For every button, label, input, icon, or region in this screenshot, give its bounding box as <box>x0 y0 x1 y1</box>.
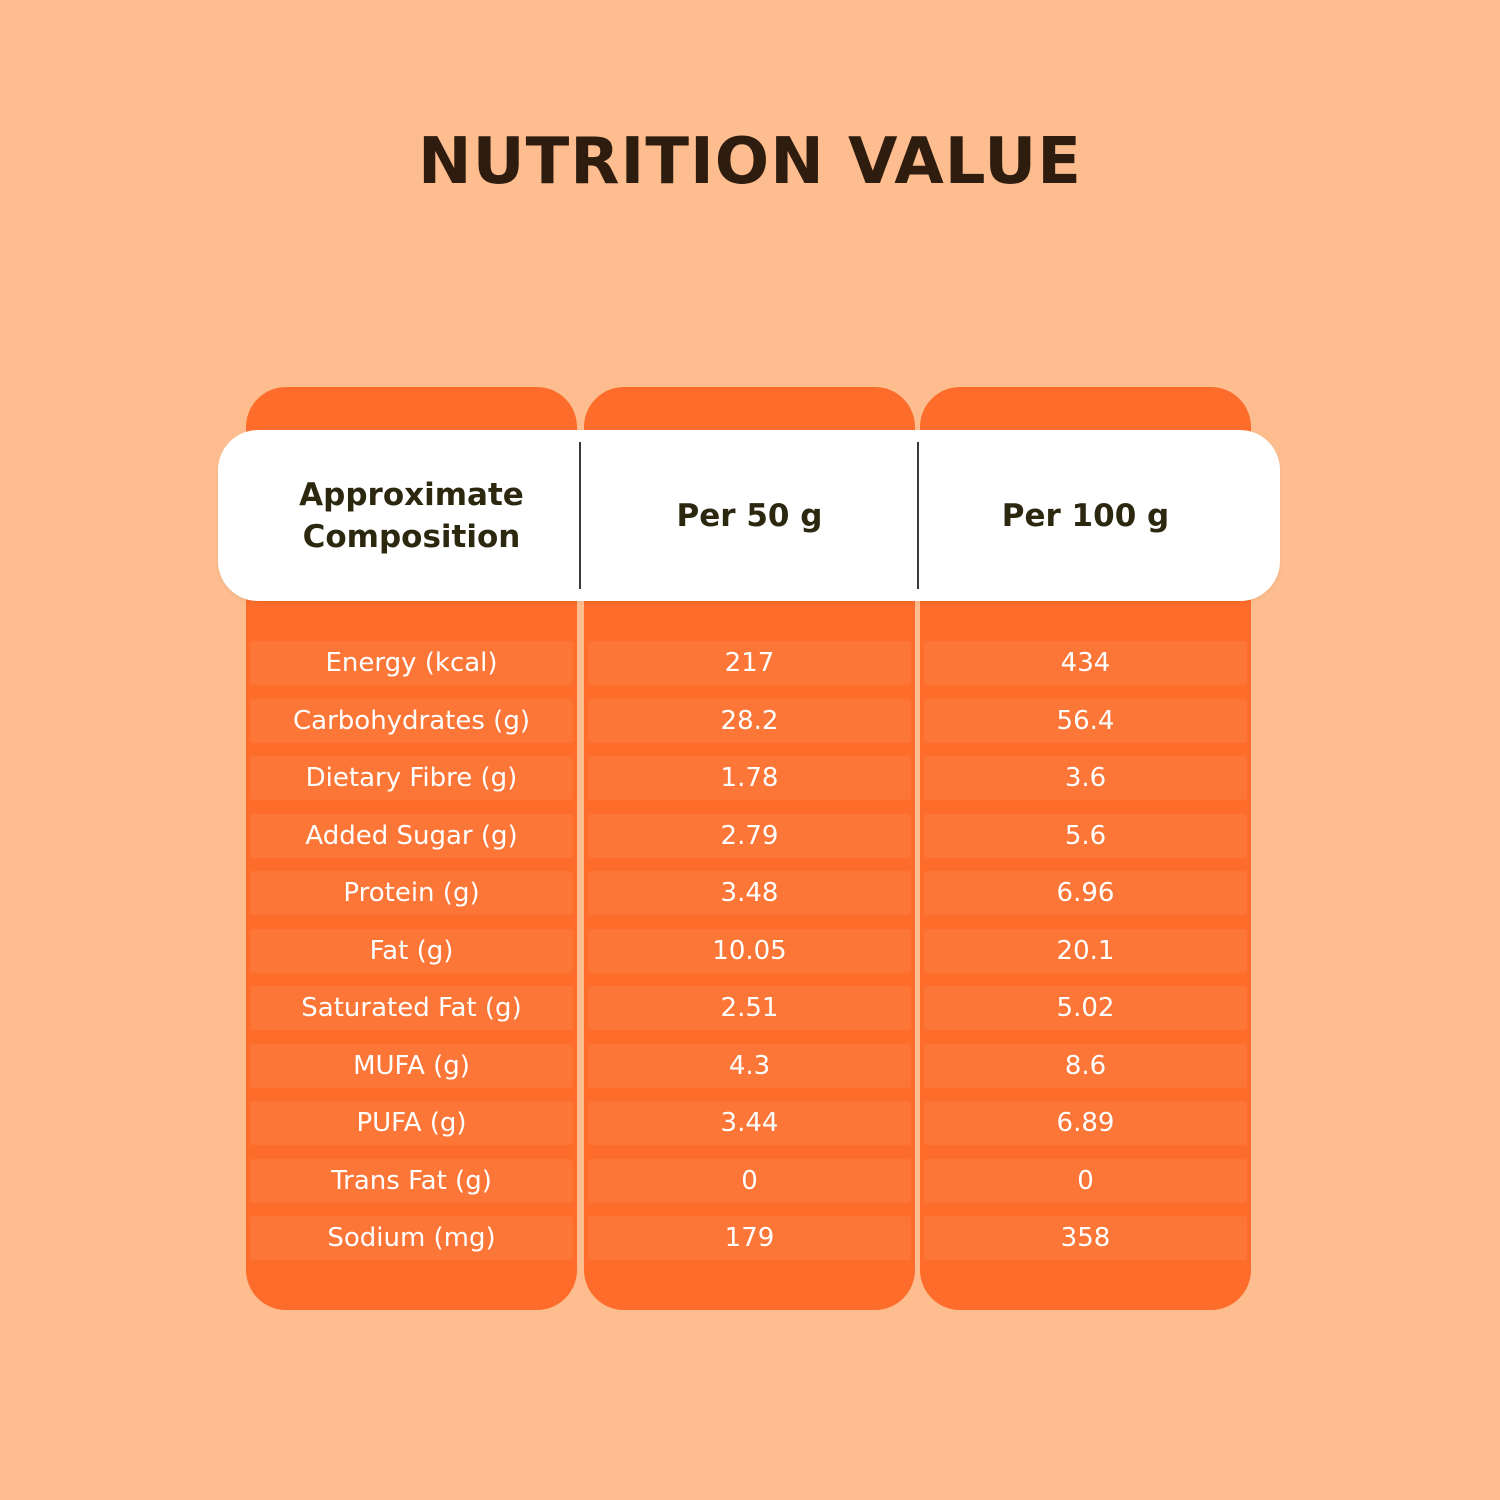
per-100g-value: 5.02 <box>1056 993 1115 1023</box>
nutrient-label: Carbohydrates (g) <box>293 705 530 736</box>
header-per-50g-label: Per 50 g <box>676 497 823 534</box>
row-band <box>250 871 573 915</box>
row-band <box>588 756 911 800</box>
per-100g-value: 5.6 <box>1064 820 1107 851</box>
nutrient-label: Sodium (mg) <box>327 1223 496 1253</box>
nutrient-label: Dietary Fibre (g) <box>305 763 518 793</box>
row-band <box>924 756 1247 800</box>
nutrient-label: Energy (kcal) <box>325 648 498 678</box>
row-band <box>250 641 573 685</box>
row-band <box>924 986 1247 1030</box>
row-band <box>250 1216 573 1260</box>
row-band <box>588 1101 911 1145</box>
row-band <box>588 813 911 858</box>
row-band <box>250 1043 573 1088</box>
per-100g-value: 434 <box>1060 648 1111 678</box>
page-title: NUTRITION VALUE <box>418 125 1082 199</box>
row-band <box>588 986 911 1030</box>
nutrient-label: Added Sugar (g) <box>305 820 518 851</box>
row-band <box>924 1101 1247 1145</box>
per-50g-value: 2.51 <box>720 993 779 1023</box>
row-band <box>250 1158 573 1203</box>
per-100g-value: 20.1 <box>1056 935 1115 966</box>
row-band <box>250 1101 573 1145</box>
per-50g-value: 10.05 <box>712 935 787 966</box>
nutrient-label: Trans Fat (g) <box>331 1165 492 1196</box>
header-per-100g-label: Per 100 g <box>1001 497 1170 534</box>
per-50g-value: 3.44 <box>720 1108 779 1138</box>
row-band <box>924 1158 1247 1203</box>
row-band <box>924 1216 1247 1260</box>
nutrient-label: MUFA (g) <box>353 1050 470 1081</box>
per-100g-value: 3.6 <box>1064 763 1107 793</box>
header-divider <box>917 442 919 589</box>
row-band <box>250 986 573 1030</box>
row-band <box>924 641 1247 685</box>
header-composition-label: Approximate Composition <box>299 476 524 555</box>
header-per-50g: Per 50 g <box>584 430 915 601</box>
header-divider <box>579 442 581 589</box>
row-band <box>924 813 1247 858</box>
per-50g-value: 28.2 <box>720 705 779 736</box>
per-50g-value: 3.48 <box>720 878 779 908</box>
row-band <box>588 1043 911 1088</box>
row-band <box>924 698 1247 743</box>
nutrient-label: PUFA (g) <box>356 1108 467 1138</box>
row-band <box>250 813 573 858</box>
header-per-100g: Per 100 g <box>920 430 1251 601</box>
per-100g-value: 8.6 <box>1064 1050 1107 1081</box>
per-50g-value: 1.78 <box>720 763 779 793</box>
row-band <box>250 928 573 973</box>
row-band <box>924 871 1247 915</box>
row-band <box>588 641 911 685</box>
row-band <box>250 756 573 800</box>
per-100g-value: 0 <box>1077 1165 1094 1196</box>
per-100g-value: 358 <box>1060 1223 1111 1253</box>
per-100g-value: 6.89 <box>1056 1108 1115 1138</box>
row-band <box>924 1043 1247 1088</box>
row-band <box>588 928 911 973</box>
per-50g-value: 4.3 <box>728 1050 771 1081</box>
per-50g-value: 2.79 <box>720 820 779 851</box>
per-50g-value: 217 <box>724 648 775 678</box>
nutrient-label: Fat (g) <box>369 935 454 966</box>
row-band <box>588 871 911 915</box>
per-100g-value: 6.96 <box>1056 878 1115 908</box>
header-composition: Approximate Composition <box>246 430 577 601</box>
row-band <box>588 698 911 743</box>
nutrient-label: Saturated Fat (g) <box>301 993 522 1023</box>
table-header: Approximate Composition Per 50 g Per 100… <box>218 430 1280 601</box>
per-50g-value: 179 <box>724 1223 775 1253</box>
row-band <box>588 1158 911 1203</box>
per-50g-value: 0 <box>741 1165 758 1196</box>
row-band <box>250 698 573 743</box>
per-100g-value: 56.4 <box>1056 705 1115 736</box>
nutrient-label: Protein (g) <box>343 878 480 908</box>
row-band <box>924 928 1247 973</box>
row-band <box>588 1216 911 1260</box>
